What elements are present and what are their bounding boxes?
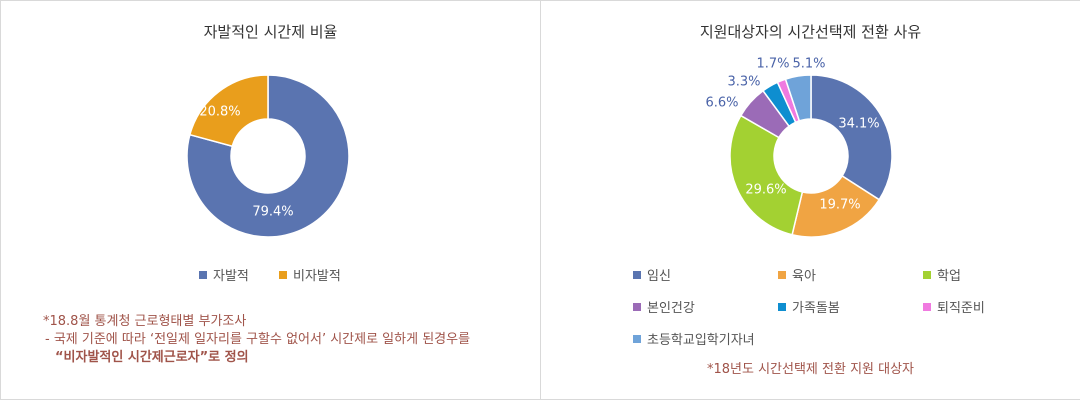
- legend-swatch: [923, 302, 931, 311]
- chart-title: 지원대상자의 시간선택제 전환 사유: [699, 23, 922, 41]
- data-label: 79.4%: [252, 204, 294, 220]
- chart-panel-reasons: 지원대상자의 시간선택제 전환 사유 34.1% 19.7% 29.6% 6.6…: [540, 0, 1080, 400]
- data-label: 34.1%: [838, 116, 880, 132]
- legend-item: 임신: [633, 265, 671, 284]
- data-label: 19.7%: [819, 197, 861, 213]
- slice-학업: [729, 114, 804, 236]
- definition-note: “비자발적인 시간제근로자”로 정의: [55, 350, 249, 365]
- legend-label: 임신: [647, 269, 671, 284]
- slice-비자발적: [188, 74, 269, 148]
- legend-swatch: [633, 302, 641, 311]
- donut-chart: [729, 74, 893, 238]
- slice-초등학교입학기자녀: [784, 74, 812, 122]
- legend-item: 초등학교입학기자녀: [633, 329, 755, 348]
- legend-label: 학업: [937, 269, 961, 284]
- definition-note: - 국제 기준에 따라 ‘전일제 일자리를 구할수 없어서’ 시간제로 일하게 …: [45, 332, 471, 347]
- legend-label: 초등학교입학기자녀: [647, 333, 755, 348]
- legend-swatch: [923, 270, 931, 279]
- data-label: 6.6%: [705, 95, 739, 111]
- chart-title: 자발적인 시간제 비율: [203, 23, 338, 41]
- slice-임신: [810, 74, 893, 201]
- data-label: 1.7%: [756, 56, 790, 72]
- legend-label: 가족돌봄: [792, 301, 840, 316]
- legend-label: 퇴직준비: [937, 301, 985, 316]
- source-note: *18년도 시간선택제 전환 지원 대상자: [706, 362, 914, 377]
- legend-label: 비자발적: [293, 269, 341, 284]
- donut-chart: [186, 74, 350, 238]
- source-note: *18.8월 통계청 근로형태별 부가조사: [43, 314, 247, 329]
- legend-item: 비자발적: [279, 265, 341, 284]
- legend-item: 자발적: [199, 265, 249, 284]
- legend-swatch: [778, 270, 786, 279]
- legend-swatch: [199, 270, 207, 279]
- legend-label: 자발적: [213, 269, 249, 284]
- data-label: 29.6%: [745, 182, 787, 198]
- legend-item: 본인건강: [633, 297, 695, 316]
- data-label: 20.8%: [199, 104, 241, 120]
- legend-item: 학업: [923, 265, 961, 284]
- legend-item: 퇴직준비: [923, 297, 985, 316]
- legend-swatch: [778, 302, 786, 311]
- legend-swatch: [633, 334, 641, 343]
- legend-item: 가족돌봄: [778, 297, 840, 316]
- legend-label: 본인건강: [647, 301, 695, 316]
- data-label: 3.3%: [727, 74, 761, 90]
- chart-panel-voluntary: 자발적인 시간제 비율 79.4% 20.8% 자발적 비자발적 *18.8월 …: [0, 0, 541, 400]
- data-label: 5.1%: [792, 56, 826, 72]
- slice-자발적: [186, 74, 350, 238]
- legend-label: 육아: [792, 269, 816, 284]
- legend-swatch: [279, 270, 287, 279]
- legend-item: 육아: [778, 265, 816, 284]
- legend-swatch: [633, 270, 641, 279]
